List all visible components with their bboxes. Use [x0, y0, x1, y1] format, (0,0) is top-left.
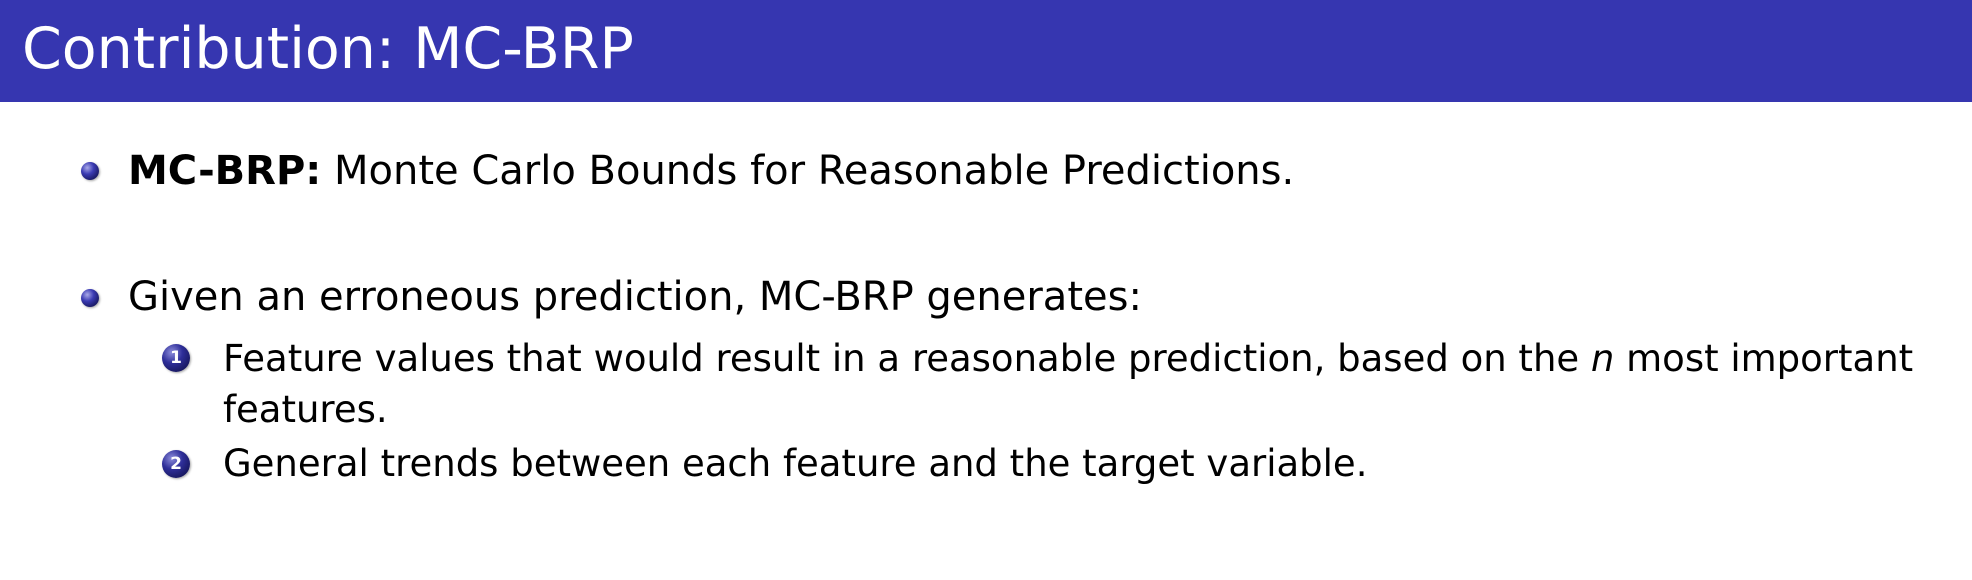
enum-item-2: General trends between each feature and …: [223, 442, 1368, 485]
term-label: MC-BRP:: [128, 148, 322, 194]
title-bar: Contribution: MC-BRP: [0, 0, 1972, 102]
enum-item-1-text-b: most important: [1614, 337, 1914, 380]
bullet-item-mcbrp: MC-BRP: Monte Carlo Bounds for Reasonabl…: [128, 145, 1294, 197]
slide-title: Contribution: MC-BRP: [22, 16, 634, 82]
variable-n: n: [1590, 337, 1615, 380]
enum-item-1: Feature values that would result in a re…: [223, 333, 1913, 385]
enum-number-2-icon: 2: [162, 450, 190, 478]
enum-item-1-continuation: features.: [223, 388, 388, 431]
bullet-icon: [81, 289, 99, 307]
bullet-item-generates: Given an erroneous prediction, MC-BRP ge…: [128, 274, 1142, 320]
bullet-icon: [81, 162, 99, 180]
enum-number-1-icon: 1: [162, 344, 190, 372]
term-definition: Monte Carlo Bounds for Reasonable Predic…: [321, 148, 1295, 194]
enum-item-1-text-a: Feature values that would result in a re…: [223, 337, 1591, 380]
